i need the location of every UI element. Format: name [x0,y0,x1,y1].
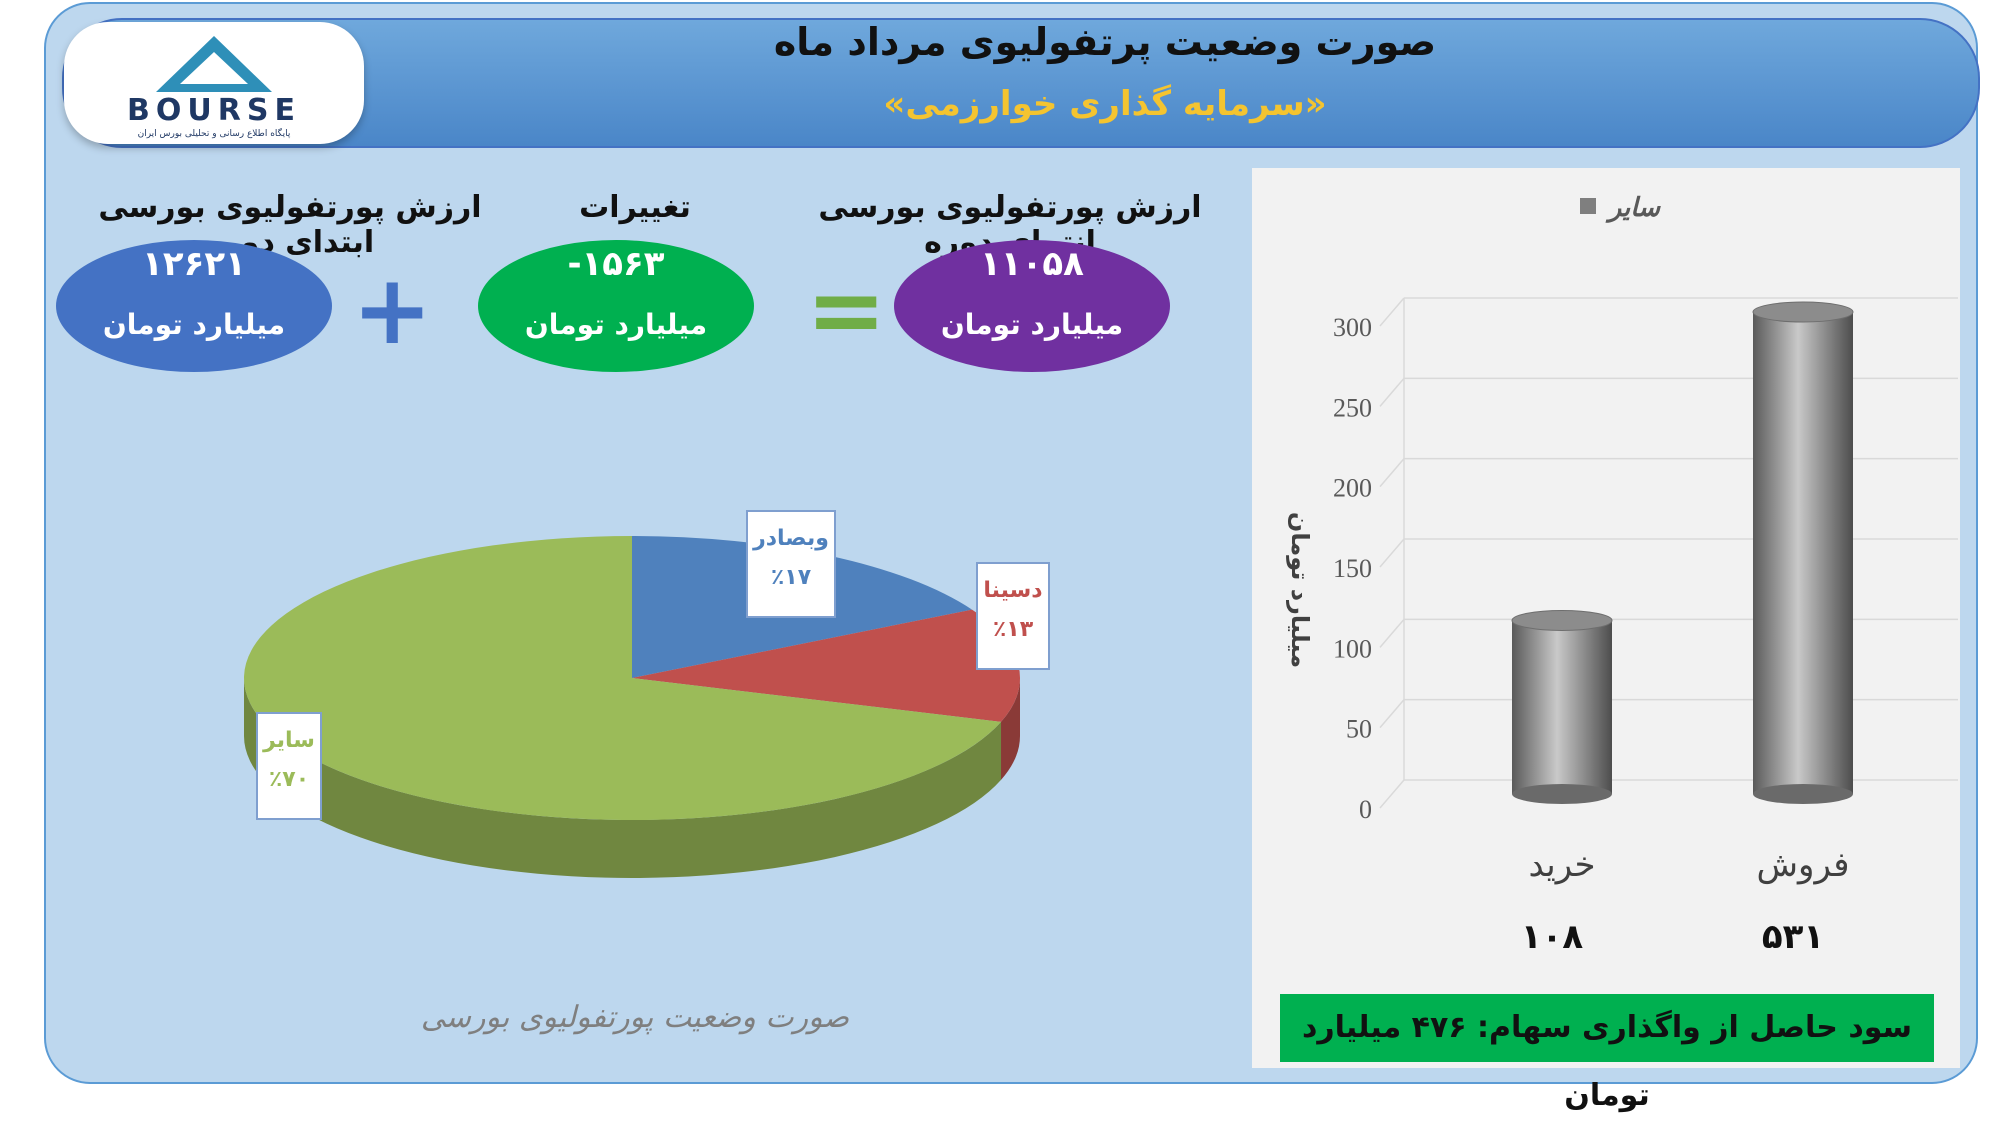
bar-base-1 [1753,784,1853,804]
legend-label: سایر [1605,193,1662,223]
pie-label-other-name: سایر [263,728,315,753]
pie-label-other: سایر ٪۷۰ [256,712,322,820]
gridline-diag-0 [1379,779,1405,809]
logo-mark-icon: BOURSE پایگاه اطلاع رسانی و تحلیلی بورس … [127,36,301,139]
start-value-oval: ۱۲۶۲۱ میلیارد تومان [56,240,332,372]
y-axis-label: میلیارد تومان [1286,512,1314,668]
bar-base-0 [1512,784,1612,804]
equals-icon: = [806,254,887,366]
pie-side-2 [244,678,1002,878]
pie-label-other-pct: ٪۷۰ [268,767,310,792]
start-value: ۱۲۶۲۱ [142,244,246,284]
bar-value-label-1: ۵۳۱ [1762,917,1824,957]
change-value: -۱۵۶۳ [567,244,665,284]
end-value: ۱۱۰۵۸ [980,244,1084,284]
x-category-label-0: خرید [1528,845,1595,885]
pie-side-1 [1001,678,1020,780]
pie-slice-1 [632,609,1021,722]
change-oval: -۱۵۶۳ میلیارد تومان [478,240,754,372]
y-tick-label-5: 250 [1333,393,1372,422]
change-value-unit: میلیارد تومان [524,308,708,341]
pie-label-vbsader-name: وبصادر [753,526,829,551]
gridline-diag-6 [1379,297,1405,327]
bar-value-label-0: ۱۰۸ [1521,917,1584,957]
logo: BOURSE پایگاه اطلاع رسانی و تحلیلی بورس … [64,22,364,144]
logo-word: BOURSE [127,93,301,128]
bar-0 [1512,620,1612,794]
bar-cap-1 [1752,301,1854,323]
gridline-diag-2 [1379,618,1405,648]
gridline-diag-4 [1379,458,1405,488]
change-label: تغییرات [579,190,691,225]
y-tick-label-3: 150 [1333,554,1372,583]
bar-cap-0 [1511,609,1613,631]
logo-tagline: پایگاه اطلاع رسانی و تحلیلی بورس ایران [138,127,291,139]
header-banner [62,18,1980,148]
pie-chart-title: صورت وضعیت پورتفولیوی بورسی [420,1000,850,1035]
page-title: صورت وضعیت پرتفولیوی مرداد ماه [773,20,1437,64]
pie-label-dsina-pct: ٪۱۳ [992,617,1034,642]
pie-label-vbsader: وبصادر ٪۱۷ [746,510,836,618]
gridline-diag-1 [1379,699,1405,729]
start-value-label: ارزش پورتفولیوی بورسی ابتدای دوره [98,190,482,260]
gridline-diag-5 [1379,377,1405,407]
y-tick-label-4: 200 [1333,474,1372,503]
bar-chart: 0 50 100 150 200 250 300 میلیارد تومان سایر خرید ۱… [1286,193,1958,957]
profit-banner: سود حاصل از واگذاری سهام: ۴۷۶ میلیارد تو… [1280,994,1934,1113]
legend-swatch [1580,198,1596,214]
end-value-unit: میلیارد تومان [940,308,1124,341]
pie-label-vbsader-pct: ٪۱۷ [770,565,812,590]
pie-label-dsina: دسینا ٪۱۳ [976,562,1050,670]
y-tick-label-6: 300 [1333,313,1372,342]
end-value-oval: ۱۱۰۵۸ میلیارد تومان [894,240,1170,372]
plus-icon: + [352,254,433,366]
y-tick-label-0: 0 [1359,795,1372,824]
bar-1 [1753,312,1853,794]
x-category-label-1: فروش [1757,845,1850,885]
y-tick-label-1: 50 [1346,715,1372,744]
page-subtitle: «سرمایه گذاری خوارزمی» [883,84,1327,124]
pie-label-dsina-name: دسینا [983,578,1043,603]
pie-slice-2 [244,536,1002,820]
start-value-unit: میلیارد تومان [102,308,286,341]
gridline-diag-3 [1379,538,1405,568]
y-tick-label-2: 100 [1333,634,1372,663]
